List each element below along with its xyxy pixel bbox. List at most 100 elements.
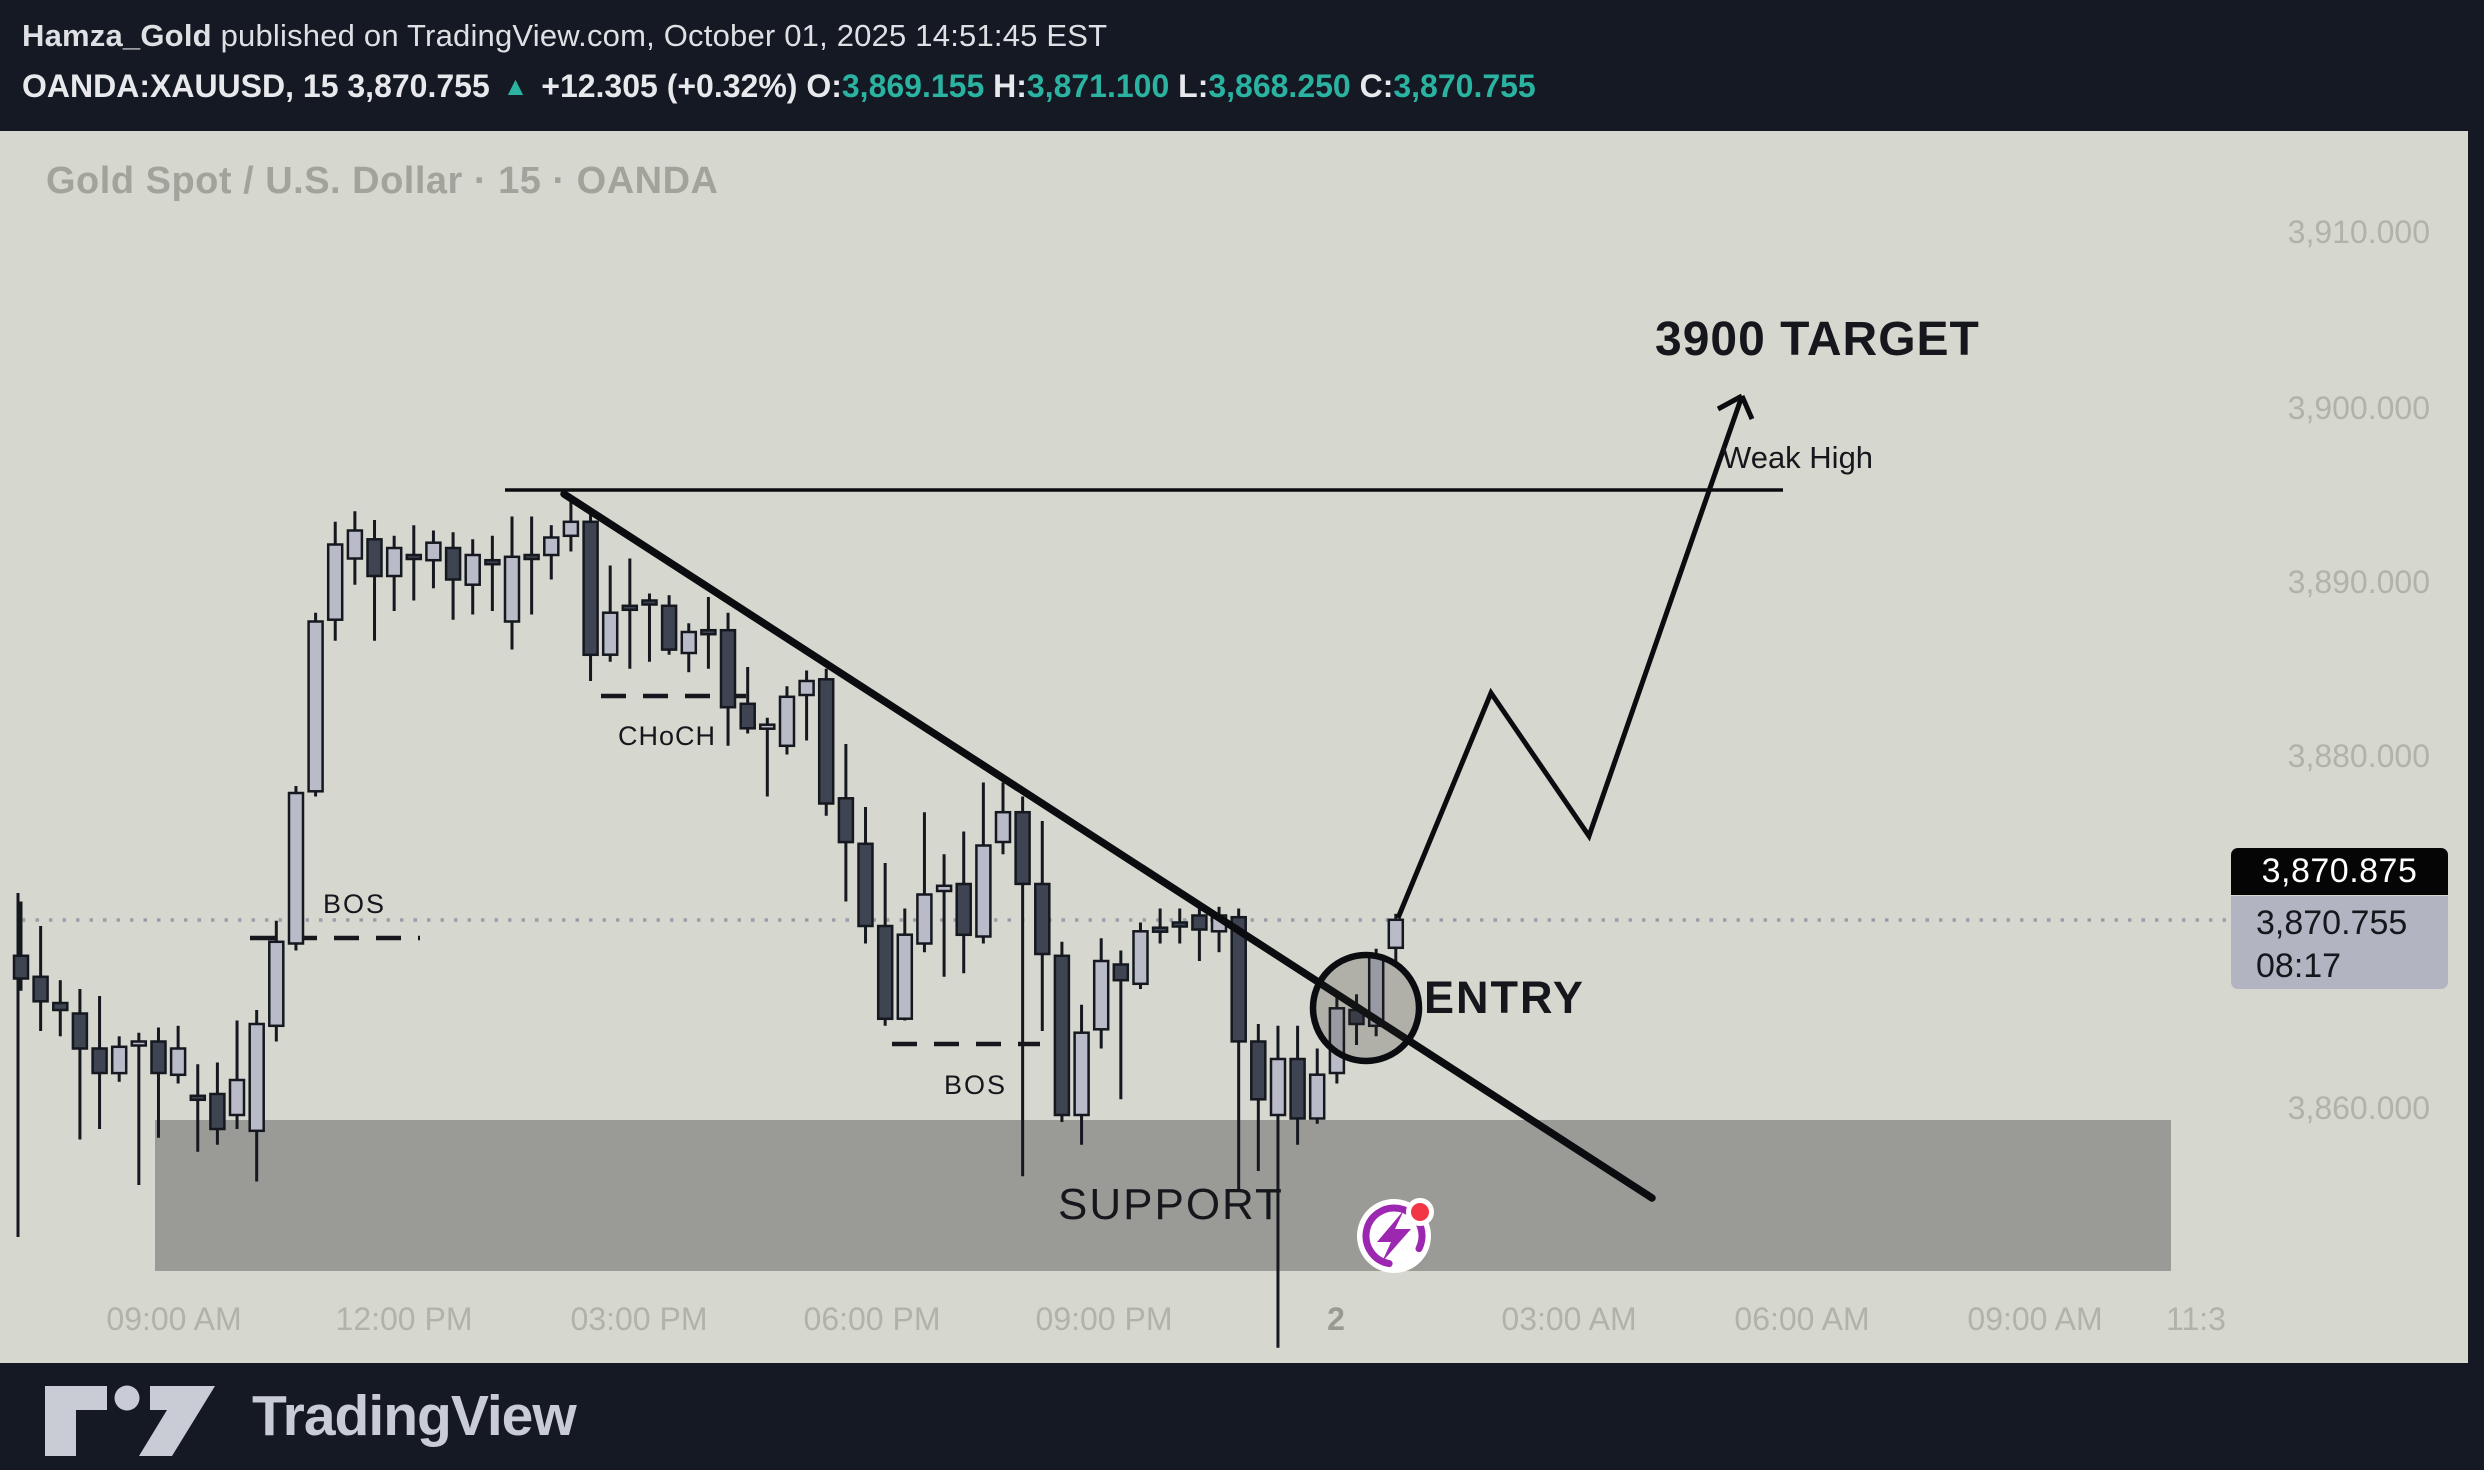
high-label: H: — [993, 68, 1027, 104]
support-annotation: SUPPORT — [1058, 1180, 1284, 1229]
price-change: +12.305 (+0.32%) — [541, 68, 798, 104]
weak-high-annotation: Weak High — [1722, 440, 1874, 475]
price-tick-3910: 3,910.000 — [2287, 214, 2430, 250]
candle-body — [326, 543, 344, 621]
price-tick-3900: 3,900.000 — [2287, 390, 2430, 426]
candle-body — [876, 924, 894, 1021]
target-annotation: 3900 TARGET — [1655, 313, 1980, 366]
candle-body — [1034, 882, 1051, 956]
candle-body — [523, 553, 540, 561]
candle-body — [130, 1040, 148, 1047]
candle-body — [71, 1012, 89, 1050]
last-price: 3,870.755 — [347, 68, 490, 104]
candle-body — [228, 1078, 246, 1117]
candlestick-series — [12, 497, 1405, 1348]
symbol-ohlc-row: OANDA:XAUUSD, 15 3,870.755 ▲ +12.305 (+0… — [22, 68, 1536, 105]
candle-body — [1308, 1073, 1326, 1120]
last-price-badge: 3,870.875 — [2231, 848, 2448, 895]
candle-body — [719, 628, 737, 709]
candle-body — [1230, 915, 1247, 1043]
time-tick-1200pm: 12:00 PM — [335, 1301, 473, 1337]
entry-circle-marker — [1309, 951, 1423, 1065]
candle-body — [248, 1022, 265, 1133]
candle-body — [759, 723, 776, 730]
price-tick-3880: 3,880.000 — [2287, 738, 2430, 774]
low-value: 3,868.250 — [1208, 68, 1351, 104]
publish-header: Hamza_Gold published on TradingView.com,… — [0, 0, 2484, 131]
publish-byline: Hamza_Gold published on TradingView.com,… — [22, 18, 1107, 54]
candle-body — [287, 791, 305, 945]
published-text: published on TradingView.com, October 01… — [211, 18, 1108, 53]
entry-annotation: ENTRY — [1424, 972, 1585, 1023]
brand-name: TradingView — [252, 1384, 577, 1448]
close-value: 3,870.755 — [1393, 68, 1536, 104]
time-tick-0900am-2: 09:00 AM — [1967, 1301, 2103, 1337]
time-tick-0900pm: 09:00 PM — [1035, 1301, 1173, 1337]
author-name: Hamza_Gold — [22, 18, 212, 53]
time-tick-day2: 2 — [1327, 1301, 1345, 1337]
time-tick-0600pm: 06:00 PM — [803, 1301, 941, 1337]
candle-body — [739, 702, 756, 730]
candle-body — [1171, 921, 1189, 928]
candle-body — [857, 842, 874, 928]
time-tick-truncated: 11:3 — [2166, 1301, 2226, 1337]
candle-body — [837, 797, 855, 844]
price-tick-3890: 3,890.000 — [2287, 564, 2430, 600]
countdown-timer: 08:17 — [2256, 947, 2342, 985]
candle-body — [346, 529, 364, 560]
candle-body — [700, 628, 717, 636]
brand-footer — [0, 1363, 2484, 1470]
candle-body — [91, 1047, 108, 1075]
candle-body — [189, 1094, 207, 1102]
candle-body — [32, 975, 49, 1003]
candle-body — [425, 541, 442, 562]
candle-body — [778, 695, 796, 748]
candle-body — [641, 599, 658, 606]
time-tick-0300am: 03:00 AM — [1501, 1301, 1637, 1337]
close-label: C: — [1359, 68, 1394, 104]
up-triangle-icon: ▲ — [502, 71, 529, 101]
price-tick-3860: 3,860.000 — [2287, 1090, 2430, 1126]
candle-body — [798, 679, 815, 697]
time-tick-0900am: 09:00 AM — [106, 1301, 242, 1337]
candle-body — [601, 611, 619, 656]
high-value: 3,871.100 — [1026, 68, 1170, 104]
open-value: 3,869.155 — [841, 68, 985, 104]
candle-body — [444, 546, 462, 581]
candle-body — [1073, 1031, 1090, 1117]
descending-trendline — [560, 490, 1656, 1202]
candle-body — [543, 536, 560, 557]
candle-body — [1014, 810, 1031, 886]
candle-body — [484, 558, 501, 566]
candle-body — [52, 1001, 69, 1012]
candle-body — [1191, 914, 1208, 931]
candle-body — [209, 1092, 226, 1131]
candle-body — [1387, 918, 1405, 950]
candle-body — [150, 1040, 167, 1075]
candle-body — [464, 553, 481, 586]
candle-body — [994, 810, 1012, 844]
chart-watermark: Gold Spot / U.S. Dollar · 15 · OANDA — [46, 160, 719, 202]
time-tick-0300pm: 03:00 PM — [570, 1301, 708, 1337]
low-label: L: — [1178, 68, 1209, 104]
candle-body — [268, 940, 285, 1028]
candle-body — [110, 1045, 128, 1075]
candle-body — [1132, 930, 1149, 986]
candle-body — [916, 893, 933, 945]
candle-body — [817, 678, 835, 805]
candle-body — [1151, 926, 1169, 933]
candle-body — [307, 620, 324, 793]
candle-body — [935, 884, 953, 893]
open-label: O: — [806, 68, 842, 104]
arrowhead-icon — [1716, 393, 1755, 420]
candle-body — [385, 546, 403, 578]
candle-body — [169, 1047, 187, 1077]
countdown-price: 3,870.755 — [2256, 904, 2408, 942]
candle-body — [621, 604, 639, 612]
bos1-annotation: BOS — [323, 889, 387, 919]
projection-zigzag-line — [1395, 395, 1745, 919]
candle-body — [582, 520, 599, 657]
